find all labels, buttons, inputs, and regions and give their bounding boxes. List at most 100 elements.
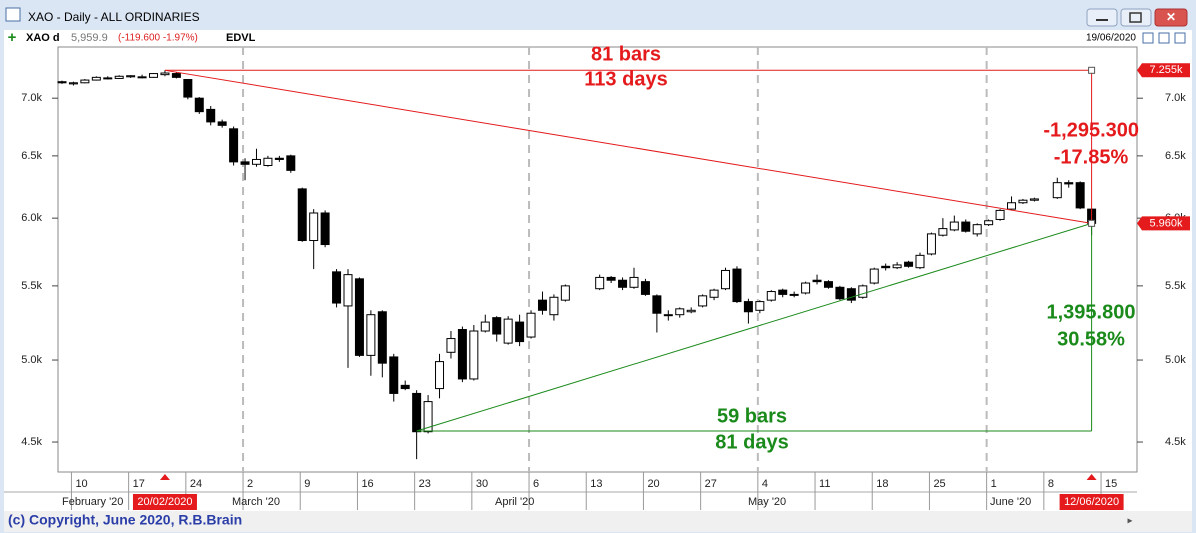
candle-body <box>240 161 250 165</box>
candle-body <box>1029 198 1039 201</box>
x-tick-label: 6 <box>533 478 539 490</box>
window-title: XAO - Daily - ALL ORDINARIES <box>28 10 200 24</box>
candle-body <box>412 392 422 433</box>
measure-handle <box>1088 219 1096 227</box>
candle-body <box>515 321 525 343</box>
candle-body <box>904 261 914 267</box>
toolbar-date: 19/06/2020 <box>1086 33 1136 44</box>
x-tick-label: 9 <box>304 478 310 490</box>
measure-change: -1,295.300 <box>1043 119 1139 141</box>
x-tick-label: 11 <box>819 478 830 490</box>
x-tick-label: 23 <box>419 478 431 490</box>
date-marker-label: 20/02/2020 <box>137 496 192 508</box>
copyright: (c) Copyright, June 2020, R.B.Brain <box>8 512 242 528</box>
y-tick-label: 5.0k <box>1165 354 1186 366</box>
candle-body <box>57 81 67 84</box>
month-label: May '20 <box>748 496 786 508</box>
candle-body <box>126 75 136 78</box>
measure-percent: 30.58% <box>1057 328 1125 350</box>
candle-body <box>343 274 353 307</box>
candle-body <box>663 314 673 317</box>
y-tick-label: 6.0k <box>21 212 42 224</box>
candle-body <box>926 233 936 255</box>
month-label: June '20 <box>990 496 1031 508</box>
toolbar-icon[interactable] <box>1142 32 1154 44</box>
y-tick-label: 5.0k <box>21 354 42 366</box>
candle-body <box>766 291 776 301</box>
x-tick-label: 25 <box>933 478 945 490</box>
candle-body <box>446 338 456 353</box>
measure-days: 81 days <box>715 431 788 453</box>
candle-body <box>217 121 227 126</box>
indicator: EDVL <box>226 32 256 44</box>
x-tick-label: 20 <box>647 478 659 490</box>
x-tick-label: 15 <box>1105 478 1117 490</box>
x-tick-label: 10 <box>75 478 87 490</box>
price-change: (-119.600 -1.97%) <box>118 33 198 44</box>
candle-body <box>812 279 822 283</box>
candle-body <box>309 212 319 242</box>
measure-bars: 81 bars <box>591 43 661 65</box>
x-tick-label: 8 <box>1048 478 1054 490</box>
candle-body <box>869 268 879 284</box>
candle-body <box>640 281 650 295</box>
candle-body <box>435 361 445 390</box>
date-marker-label: 12/06/2020 <box>1064 496 1119 508</box>
y-tick-label: 6.5k <box>21 150 42 162</box>
date-marker <box>1059 494 1124 510</box>
y-tick-label: 5.5k <box>21 280 42 292</box>
candle-body <box>332 271 342 304</box>
date-marker <box>132 494 197 510</box>
candle-body <box>286 155 296 171</box>
candle-body <box>1007 202 1017 210</box>
x-tick-label: 17 <box>133 478 145 490</box>
candle-body <box>114 75 124 79</box>
date-marker-arrow <box>159 474 170 480</box>
candle-body <box>686 309 696 313</box>
candle-body <box>149 73 159 78</box>
candle-body <box>675 308 685 316</box>
candle-body <box>743 301 753 313</box>
toolbar-icon[interactable] <box>1158 32 1170 44</box>
x-tick-label: 16 <box>361 478 373 490</box>
candle-body <box>354 278 364 356</box>
price-marker-label: 5.960k <box>1149 217 1183 229</box>
scroll-arrow[interactable] <box>1120 513 1140 530</box>
price-marker <box>1137 63 1190 78</box>
candle-body <box>537 299 547 311</box>
candle-body <box>549 296 559 316</box>
candle-body <box>526 312 536 338</box>
restore-button[interactable] <box>1120 8 1152 27</box>
candle-body <box>961 221 971 232</box>
candle-body <box>881 265 891 269</box>
y-tick-label: 6.5k <box>1165 150 1186 162</box>
add-icon[interactable]: + <box>8 29 17 46</box>
candle-body <box>1075 182 1085 209</box>
close-icon: ✕ <box>1166 10 1176 24</box>
restore-icon <box>1129 12 1142 23</box>
candle-body <box>251 158 261 165</box>
toolbar-icon[interactable] <box>1174 32 1186 44</box>
plot-area <box>57 46 1138 473</box>
candle-body <box>137 76 147 79</box>
candle-body <box>206 108 216 123</box>
measure-line <box>416 222 1092 432</box>
x-tick-label: 2 <box>247 478 253 490</box>
candle-body <box>972 224 982 235</box>
close-button[interactable] <box>1154 8 1188 27</box>
candle-body <box>652 295 662 314</box>
window-buttons[interactable]: ✕ <box>1086 8 1188 27</box>
candle-body <box>503 318 513 344</box>
price-marker-label: 7.255k <box>1149 64 1183 76</box>
candle-body <box>68 82 78 85</box>
candle-body <box>835 286 845 300</box>
x-tick-label: 24 <box>190 478 202 490</box>
candle-body <box>778 289 788 295</box>
scroll-arrow-icon: ▸ <box>1127 516 1132 527</box>
candle-body <box>91 76 101 81</box>
minimize-button[interactable] <box>1086 8 1118 27</box>
candle-body <box>469 330 479 380</box>
candle-body <box>595 276 605 290</box>
candle-body <box>949 221 959 231</box>
